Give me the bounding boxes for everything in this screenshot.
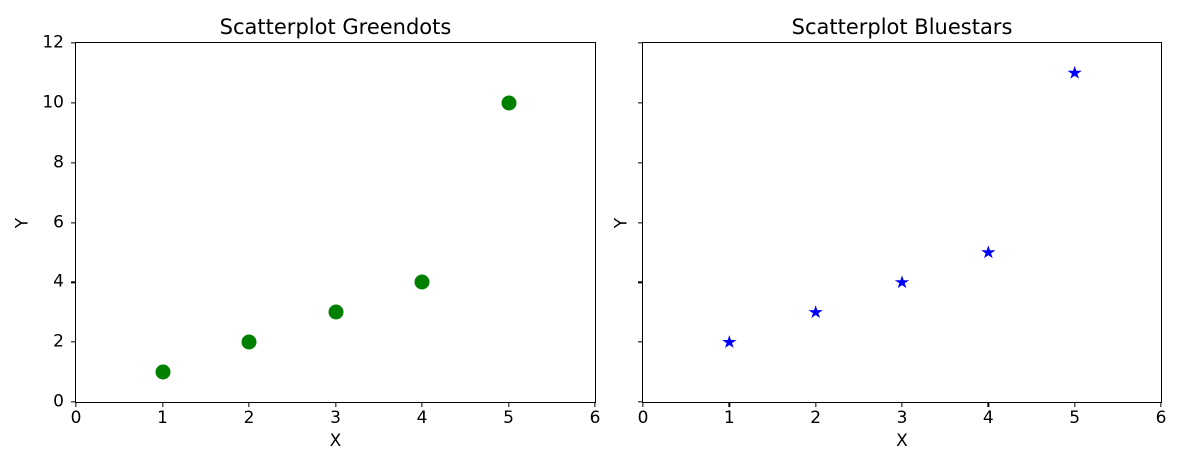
y-tick-mark bbox=[638, 162, 643, 164]
axes-bluestars: Scatterplot Bluestars X Y 0 1 2 3 4 5 6 bbox=[612, 17, 1167, 450]
data-point-greendots bbox=[155, 364, 170, 380]
data-point-greendots bbox=[501, 95, 516, 111]
x-tick-label: 5 bbox=[503, 408, 514, 428]
y-tick-mark bbox=[638, 401, 643, 403]
y-tick-mark bbox=[71, 42, 76, 44]
x-tick-mark bbox=[161, 402, 164, 407]
x-tick-label: 2 bbox=[810, 408, 822, 428]
y-tick-label: 12 bbox=[42, 32, 64, 53]
x-tick-mark bbox=[75, 402, 77, 407]
x-tick-label: 1 bbox=[157, 408, 168, 428]
data-point-bluestars bbox=[808, 305, 823, 318]
data-point-bluestars bbox=[1067, 65, 1082, 79]
y-tick-label: 10 bbox=[42, 92, 64, 113]
data-point-greendots bbox=[241, 334, 257, 350]
y-tick-label: 8 bbox=[53, 152, 64, 173]
y-tick-mark bbox=[638, 102, 643, 104]
x-tick-label: 5 bbox=[1069, 408, 1081, 428]
data-point-bluestars bbox=[894, 275, 910, 289]
y-tick-mark bbox=[638, 281, 643, 283]
y-tick-label: 4 bbox=[53, 271, 64, 292]
plot-title: Scatterplot Bluestars bbox=[791, 15, 1013, 39]
x-tick-mark bbox=[1160, 402, 1162, 407]
y-tick-mark bbox=[71, 281, 76, 283]
y-tick-mark bbox=[638, 221, 643, 224]
x-tick-mark bbox=[594, 402, 596, 407]
y-tick-mark bbox=[71, 341, 76, 343]
data-point-bluestars bbox=[722, 335, 737, 348]
y-tick-mark bbox=[71, 102, 76, 104]
x-tick-mark bbox=[421, 402, 423, 407]
x-tick-mark bbox=[1074, 402, 1076, 407]
x-tick-mark bbox=[642, 402, 644, 407]
x-tick-mark bbox=[901, 402, 903, 407]
x-tick-mark bbox=[728, 402, 730, 407]
y-tick-mark bbox=[638, 341, 643, 343]
x-tick-label: 6 bbox=[589, 408, 601, 428]
y-tick-mark bbox=[71, 162, 76, 164]
y-axis-label: Y bbox=[611, 217, 632, 228]
x-tick-label: 4 bbox=[416, 408, 428, 428]
x-axis-label: X bbox=[896, 431, 908, 451]
x-axis-label: X bbox=[329, 431, 342, 451]
y-tick-mark bbox=[71, 221, 76, 224]
y-tick-mark bbox=[638, 42, 643, 44]
data-point-bluestars bbox=[981, 245, 996, 259]
x-tick-mark bbox=[248, 402, 250, 407]
x-tick-mark bbox=[815, 402, 817, 407]
data-point-greendots bbox=[414, 274, 430, 290]
x-tick-mark bbox=[507, 402, 510, 407]
plot-title: Scatterplot Greendots bbox=[219, 15, 452, 39]
x-tick-label: 2 bbox=[243, 408, 255, 428]
y-tick-mark bbox=[71, 401, 76, 403]
x-tick-label: 6 bbox=[1155, 408, 1167, 428]
x-tick-label: 1 bbox=[723, 408, 735, 428]
x-tick-label: 3 bbox=[896, 408, 908, 428]
x-tick-label: 4 bbox=[982, 408, 994, 428]
y-tick-label: 6 bbox=[53, 212, 64, 232]
y-tick-label: 2 bbox=[53, 331, 64, 352]
x-tick-mark bbox=[987, 402, 989, 407]
data-point-greendots bbox=[328, 304, 343, 320]
axes-greendots: Scatterplot Greendots X Y 0 1 2 3 4 5 6 0 2 4 6 8 10… bbox=[13, 17, 601, 450]
y-axis-label: Y bbox=[12, 217, 33, 228]
x-tick-label: 0 bbox=[70, 408, 82, 428]
x-tick-label: 3 bbox=[330, 408, 341, 428]
y-tick-label: 0 bbox=[53, 391, 64, 412]
x-tick-label: 0 bbox=[637, 408, 649, 428]
x-tick-mark bbox=[334, 402, 337, 407]
